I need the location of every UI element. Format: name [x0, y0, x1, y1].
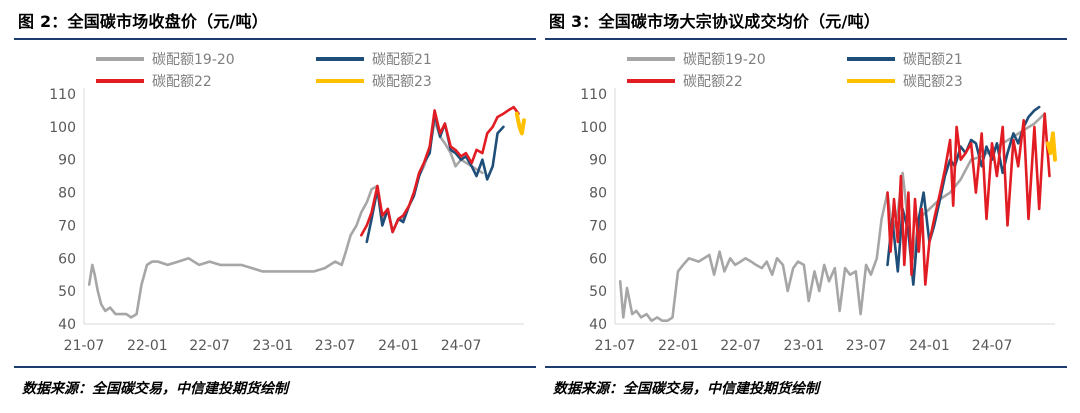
chart-title: 图 2：全国碳市场收盘价（元/吨） — [18, 12, 268, 31]
bottom-rule — [14, 366, 536, 368]
legend-label: 碳配额23 — [903, 74, 963, 90]
bottom-rule — [545, 366, 1067, 368]
series-line-3 — [886, 112, 1051, 286]
series-line-1 — [87, 119, 484, 319]
x-tick-label: 24-07 — [972, 338, 1013, 354]
top-rule — [545, 38, 1067, 40]
y-tick-label: 60 — [58, 251, 76, 267]
legend-label: 碳配额19-20 — [152, 52, 235, 68]
data-source: 数据来源：全国碳交易，中信建投期货绘制 — [553, 381, 819, 397]
chart-panel-left: 图 2：全国碳市场收盘价（元/吨） 40 50 60 70 80 90 100 110 21-0… — [14, 0, 540, 413]
x-tick-label: 24-01 — [378, 338, 419, 354]
chart-title: 图 3：全国碳市场大宗协议成交均价（元/吨） — [549, 12, 880, 31]
series-line-2 — [886, 105, 1041, 286]
x-tick-label: 24-01 — [909, 338, 950, 354]
chart-closing-price: 40 50 60 70 80 90 100 110 21-07 22-01 22-07 23-01 23… — [49, 52, 526, 354]
legend-label: 碳配额19-20 — [683, 52, 766, 68]
y-tick-label: 100 — [580, 120, 607, 136]
series-line-4 — [514, 111, 526, 136]
x-tick-label: 22-01 — [658, 338, 699, 354]
x-tick-label: 21-07 — [595, 338, 636, 354]
y-tick-label: 90 — [58, 153, 76, 169]
chart-block-trade-price: 40 50 60 70 80 90 100 110 21-07 22-01 22-07 23-01 23… — [580, 52, 1057, 354]
y-tick-label: 40 — [589, 317, 607, 333]
chart-panel-right: 图 3：全国碳市场大宗协议成交均价（元/吨） 40 50 60 70 80 90 100 11… — [545, 0, 1071, 413]
x-tick-label: 23-07 — [315, 338, 356, 354]
y-tick-label: 110 — [49, 87, 76, 103]
y-tick-label: 90 — [589, 153, 607, 169]
x-tick-label: 22-07 — [720, 338, 761, 354]
legend-label: 碳配额21 — [372, 52, 432, 68]
top-rule — [14, 38, 536, 40]
x-tick-label: 24-07 — [441, 338, 482, 354]
legend-label: 碳配额22 — [683, 74, 743, 90]
data-source: 数据来源：全国碳交易，中信建投期货绘制 — [22, 381, 288, 397]
y-tick-label: 40 — [58, 317, 76, 333]
x-tick-label: 23-01 — [784, 338, 825, 354]
x-tick-label: 23-07 — [846, 338, 887, 354]
legend-label: 碳配额21 — [903, 52, 963, 68]
y-tick-label: 110 — [580, 87, 607, 103]
legend-label: 碳配额23 — [372, 74, 432, 90]
y-tick-label: 50 — [589, 284, 607, 300]
legend-label: 碳配额22 — [152, 74, 212, 90]
series-line-2 — [365, 112, 505, 244]
series-line-4 — [1045, 131, 1057, 162]
y-tick-label: 80 — [589, 186, 607, 202]
x-tick-label: 22-07 — [189, 338, 230, 354]
y-tick-label: 80 — [58, 186, 76, 202]
x-tick-label: 23-01 — [253, 338, 294, 354]
y-tick-label: 70 — [589, 218, 607, 234]
y-tick-label: 70 — [58, 218, 76, 234]
y-tick-label: 100 — [49, 120, 76, 136]
y-tick-label: 50 — [58, 284, 76, 300]
x-tick-label: 21-07 — [64, 338, 105, 354]
x-tick-label: 22-01 — [127, 338, 168, 354]
y-tick-label: 60 — [589, 251, 607, 267]
series-line-3 — [359, 105, 520, 237]
